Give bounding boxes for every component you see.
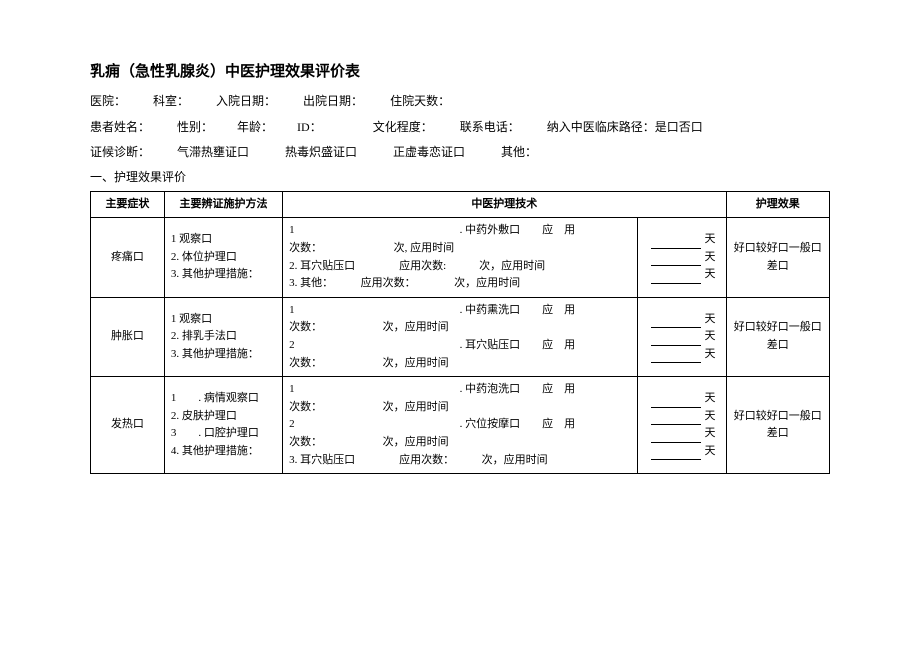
- day-unit: 天: [705, 445, 716, 457]
- blank-underline: [651, 395, 701, 408]
- symptom-cell: 疼痛口: [91, 218, 165, 297]
- day-line: 天: [644, 328, 720, 346]
- page-title: 乳痈（急性乳腺炎）中医护理效果评价表: [90, 60, 830, 81]
- day-line: 天: [644, 266, 720, 284]
- stay-label: 住院天数：: [390, 91, 450, 113]
- blank-underline: [651, 315, 701, 328]
- table-row: 发热口1 . 病情观察口 2. 皮肤护理口 3 . 口腔护理口 4. 其他护理措…: [91, 377, 830, 474]
- blank-underline: [651, 253, 701, 266]
- day-unit: 天: [705, 268, 716, 280]
- days-cell: 天天天天: [637, 377, 726, 474]
- evaluation-table: 主要症状 主要辨证施护方法 中医护理技术 护理效果 疼痛口1 观察口 2. 体位…: [90, 191, 830, 474]
- gender-label: 性别：: [177, 117, 213, 139]
- day-line: 天: [644, 390, 720, 408]
- symptom-cell: 发热口: [91, 377, 165, 474]
- effect-cell: 好口较好口一般口差口: [726, 218, 829, 297]
- header-symptom: 主要症状: [91, 191, 165, 218]
- day-unit: 天: [705, 251, 716, 263]
- age-label: 年龄：: [237, 117, 273, 139]
- name-label: 患者姓名：: [90, 117, 150, 139]
- day-unit: 天: [705, 410, 716, 422]
- day-line: 天: [644, 425, 720, 443]
- table-row: 疼痛口1 观察口 2. 体位护理口 3. 其他护理措施：1 . 中药外敷口 应 …: [91, 218, 830, 297]
- header-method: 主要辨证施护方法: [164, 191, 282, 218]
- blank-underline: [651, 271, 701, 284]
- id-label: ID：: [297, 117, 322, 139]
- method-cell: 1 观察口 2. 排乳手法口 3. 其他护理措施：: [164, 297, 282, 376]
- tech-cell: 1 . 中药熏洗口 应 用 次数： 次，应用时间 2 . 耳穴贴压口 应 用 次…: [283, 297, 638, 376]
- table-row: 肿胀口1 观察口 2. 排乳手法口 3. 其他护理措施：1 . 中药熏洗口 应 …: [91, 297, 830, 376]
- day-line: 天: [644, 249, 720, 267]
- day-unit: 天: [705, 348, 716, 360]
- tech-cell: 1 . 中药泡洗口 应 用 次数： 次，应用时间 2 . 穴位按摩口 应 用 次…: [283, 377, 638, 474]
- meta-line-2: 患者姓名： 性别： 年龄： ID： 文化程度： 联系电话： 纳入中医临床路径：是口否…: [90, 117, 830, 139]
- blank-underline: [651, 350, 701, 363]
- admit-label: 入院日期：: [216, 91, 276, 113]
- header-effect: 护理效果: [726, 191, 829, 218]
- day-line: 天: [644, 408, 720, 426]
- day-unit: 天: [705, 427, 716, 439]
- edu-label: 文化程度：: [373, 117, 433, 139]
- day-unit: 天: [705, 313, 716, 325]
- header-tech: 中医护理技术: [283, 191, 726, 218]
- gender-age-id: 性别： 年龄： ID：: [177, 117, 346, 139]
- days-cell: 天天天: [637, 218, 726, 297]
- diag-options: 气滞热壅证口 热毒炽盛证口 正虚毒恋证口 其他：: [177, 142, 537, 164]
- day-unit: 天: [705, 233, 716, 245]
- days-cell: 天天天: [637, 297, 726, 376]
- blank-underline: [651, 236, 701, 249]
- blank-underline: [651, 430, 701, 443]
- day-line: 天: [644, 231, 720, 249]
- symptom-cell: 肿胀口: [91, 297, 165, 376]
- day-line: 天: [644, 311, 720, 329]
- method-cell: 1 . 病情观察口 2. 皮肤护理口 3 . 口腔护理口 4. 其他护理措施：: [164, 377, 282, 474]
- day-line: 天: [644, 443, 720, 461]
- blank-underline: [651, 412, 701, 425]
- meta-line-1: 医院： 科室： 入院日期： 出院日期： 住院天数：: [90, 91, 830, 113]
- effect-cell: 好口较好口一般口差口: [726, 297, 829, 376]
- diag-label: 证候诊断：: [90, 142, 150, 164]
- method-cell: 1 观察口 2. 体位护理口 3. 其他护理措施：: [164, 218, 282, 297]
- discharge-label: 出院日期：: [303, 91, 363, 113]
- day-unit: 天: [705, 392, 716, 404]
- day-line: 天: [644, 346, 720, 364]
- blank-underline: [651, 333, 701, 346]
- meta-line-3: 证候诊断： 气滞热壅证口 热毒炽盛证口 正虚毒恋证口 其他：: [90, 142, 830, 164]
- effect-cell: 好口较好口一般口差口: [726, 377, 829, 474]
- path-label: 纳入中医临床路径：是口否口: [547, 117, 703, 139]
- table-header-row: 主要症状 主要辨证施护方法 中医护理技术 护理效果: [91, 191, 830, 218]
- blank-underline: [651, 447, 701, 460]
- phone-label: 联系电话：: [460, 117, 520, 139]
- dept-label: 科室：: [153, 91, 189, 113]
- day-unit: 天: [705, 330, 716, 342]
- hospital-label: 医院：: [90, 91, 126, 113]
- section-1-label: 一、护理效果评价: [90, 168, 830, 185]
- tech-cell: 1 . 中药外敷口 应 用 次数： 次, 应用时间 2. 耳穴贴压口 应用次数:…: [283, 218, 638, 297]
